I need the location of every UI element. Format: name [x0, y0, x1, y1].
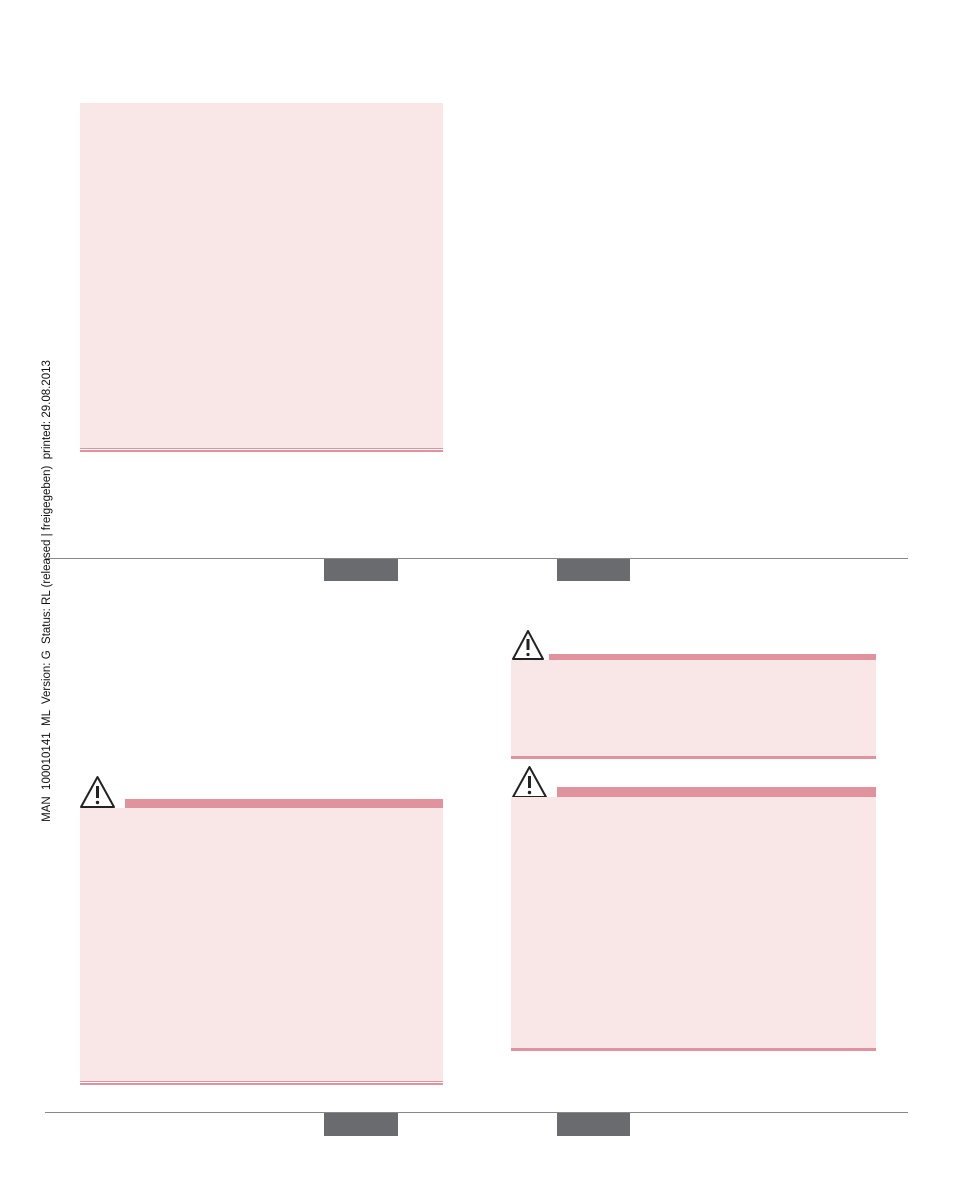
- rule: [80, 1083, 443, 1085]
- rule: [80, 1081, 443, 1082]
- warning-icon: [80, 776, 115, 808]
- tab: [324, 559, 398, 581]
- sidebar-text: MAN 100010141 ML Version: G Status: RL (…: [41, 360, 53, 822]
- tab: [324, 1113, 398, 1136]
- warning-icon: [512, 630, 544, 660]
- tab: [557, 1113, 630, 1136]
- warning-icon: [512, 766, 547, 798]
- warning-bar: [557, 787, 876, 797]
- divider: [45, 1112, 908, 1113]
- rule: [80, 450, 443, 452]
- tab: [557, 559, 630, 581]
- warning-box: [511, 797, 876, 1048]
- rule: [80, 448, 443, 449]
- warning-bar: [549, 654, 876, 660]
- rule: [511, 756, 876, 759]
- divider: [45, 558, 908, 559]
- rule: [511, 1048, 876, 1051]
- note-box: [80, 103, 443, 448]
- warning-box: [80, 808, 443, 1081]
- warning-box: [511, 660, 876, 756]
- warning-bar: [125, 799, 443, 808]
